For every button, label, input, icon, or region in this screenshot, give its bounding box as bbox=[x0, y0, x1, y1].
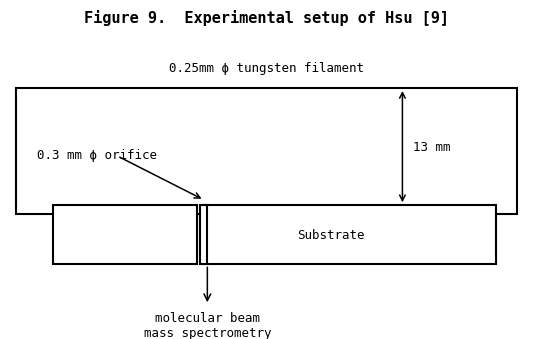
Text: 13 mm: 13 mm bbox=[413, 141, 450, 154]
Text: 0.3 mm ϕ orifice: 0.3 mm ϕ orifice bbox=[37, 149, 157, 162]
Bar bbox=[200, 205, 207, 264]
Text: molecular beam
mass spectrometry: molecular beam mass spectrometry bbox=[143, 312, 271, 339]
Bar bbox=[203, 205, 496, 264]
Text: 0.25mm ϕ tungsten filament: 0.25mm ϕ tungsten filament bbox=[169, 62, 364, 75]
Text: Substrate: Substrate bbox=[297, 229, 364, 242]
Text: Figure 9.  Experimental setup of Hsu [9]: Figure 9. Experimental setup of Hsu [9] bbox=[84, 10, 449, 26]
Bar bbox=[16, 88, 517, 214]
Bar bbox=[53, 205, 197, 264]
